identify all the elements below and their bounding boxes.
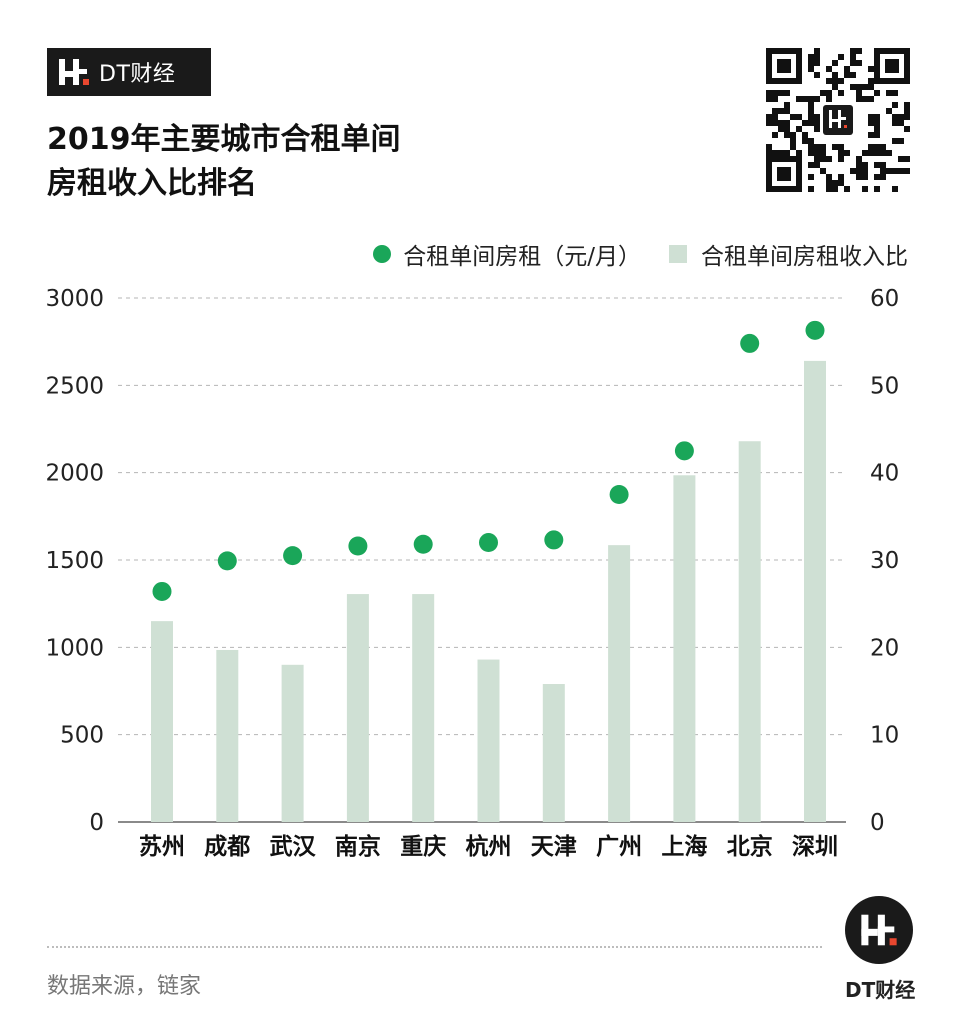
ratio-bar xyxy=(281,664,304,822)
ratio-bar xyxy=(151,621,173,822)
ratio-bar xyxy=(412,594,435,822)
chart-title-line2: 房租收入比排名 xyxy=(47,166,257,201)
rent-point xyxy=(152,581,172,601)
ratio-bar xyxy=(608,545,631,822)
dt-logo-icon xyxy=(861,914,897,946)
rent-point xyxy=(544,530,564,550)
y-left-tick-label: 3000 xyxy=(45,286,104,312)
x-tick-label: 南京 xyxy=(335,833,381,860)
rent-point xyxy=(217,551,237,571)
x-tick-label: 成都 xyxy=(204,834,250,860)
x-tick-label: 深圳 xyxy=(792,834,838,860)
rent-point xyxy=(413,534,433,554)
legend-ratio-marker xyxy=(669,245,687,263)
x-tick-label: 北京 xyxy=(727,833,773,860)
qr-code-icon xyxy=(764,46,912,194)
dt-logo-icon xyxy=(59,59,89,85)
x-tick-label: 上海 xyxy=(661,833,707,860)
x-tick-label: 杭州 xyxy=(466,833,512,860)
legend: 合租单间房租（元/月） 合租单间房租收入比 xyxy=(373,237,908,271)
legend-rent-marker xyxy=(373,245,392,263)
y-left-tick-label: 0 xyxy=(89,810,104,836)
y-right-tick-label: 60 xyxy=(870,286,899,312)
y-left-tick-label: 500 xyxy=(60,723,104,749)
ratio-bar xyxy=(542,684,565,822)
rent-point xyxy=(609,485,629,504)
y-right-tick-label: 20 xyxy=(870,635,899,661)
ratio-bar xyxy=(346,594,369,822)
chart-title: 2019年主要城市合租单间 房租收入比排名 xyxy=(47,118,527,206)
ratio-bar xyxy=(477,659,500,822)
legend-ratio-label: 合租单间房租收入比 xyxy=(701,244,908,270)
chart-title-line1: 2019年主要城市合租单间 xyxy=(47,122,401,157)
legend-rent-label: 合租单间房租（元/月） xyxy=(403,244,641,270)
rent-point xyxy=(348,536,368,556)
x-tick-label: 武汉 xyxy=(270,834,317,860)
ratio-bar xyxy=(216,649,239,822)
y-right-tick-label: 0 xyxy=(870,810,885,836)
y-right-tick-label: 50 xyxy=(870,373,899,399)
y-left-tick-label: 2500 xyxy=(45,373,104,399)
y-right-tick-label: 30 xyxy=(870,548,899,574)
ratio-bar xyxy=(804,360,826,822)
y-left-tick-label: 1500 xyxy=(45,548,104,574)
footer-brand: DT财经 xyxy=(845,978,916,1002)
rent-point xyxy=(740,333,760,353)
y-left-tick-label: 1000 xyxy=(45,635,104,661)
ratio-bar xyxy=(738,441,761,822)
footer-logo xyxy=(845,896,913,964)
x-tick-label: 广州 xyxy=(596,833,642,860)
brand-name: DT财经 xyxy=(99,62,176,87)
y-right-tick-label: 10 xyxy=(870,723,899,749)
x-tick-label: 重庆 xyxy=(400,833,446,860)
x-tick-label: 天津 xyxy=(531,833,577,860)
ratio-bar xyxy=(673,475,696,822)
x-tick-label: 苏州 xyxy=(139,834,185,860)
data-source: 数据来源，链家 xyxy=(47,974,202,999)
rent-point xyxy=(805,320,825,340)
rent-point xyxy=(479,533,498,553)
brand-badge: DT财经 xyxy=(47,48,211,96)
footer-divider xyxy=(47,946,822,948)
rent-point xyxy=(283,546,303,566)
rent-point xyxy=(674,441,694,461)
y-right-tick-label: 40 xyxy=(870,461,899,487)
y-left-tick-label: 2000 xyxy=(45,461,104,487)
